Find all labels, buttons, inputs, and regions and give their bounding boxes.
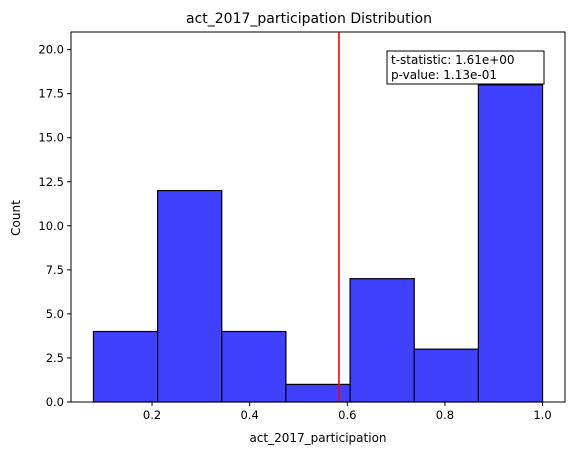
histogram-bar <box>477 84 544 403</box>
y-tick-label: 2.5 <box>46 351 64 365</box>
histogram-bar <box>285 383 351 403</box>
y-tick-label: 17.5 <box>38 87 64 101</box>
annotation-box <box>386 50 545 85</box>
x-tick-label: 1.0 <box>533 408 551 422</box>
y-tick-label: 0.0 <box>46 395 64 409</box>
y-tick-label: 12.5 <box>38 175 64 189</box>
y-axis-label: Count <box>9 200 23 236</box>
annotation-t-statistic: t-statistic: 1.61e+00 <box>391 53 515 67</box>
annotation-p-value: p-value: 1.13e-01 <box>391 68 497 82</box>
histogram-bar <box>157 189 223 403</box>
y-axis-ticks: 0.0 2.5 5.0 7.5 10.0 12.5 15.0 17.5 20.0 <box>38 43 71 409</box>
y-tick-label: 10.0 <box>38 219 64 233</box>
x-tick-label: 0.4 <box>241 408 259 422</box>
x-tick-label: 0.8 <box>436 408 454 422</box>
histogram-bar <box>92 330 159 403</box>
histogram-bar <box>413 348 479 403</box>
chart-title: act_2017_participation Distribution <box>186 11 432 27</box>
x-axis-label: act_2017_participation <box>249 431 386 445</box>
histogram-bar <box>221 330 287 403</box>
y-tick-label: 7.5 <box>46 263 64 277</box>
y-tick-label: 5.0 <box>46 307 64 321</box>
y-tick-label: 20.0 <box>38 43 64 57</box>
x-axis-ticks: 0.2 0.4 0.6 0.8 1.0 <box>143 402 552 422</box>
plot-frame <box>70 31 566 403</box>
x-tick-label: 0.6 <box>338 408 356 422</box>
histogram-bar <box>349 278 415 403</box>
x-tick-label: 0.2 <box>143 408 161 422</box>
bars-group <box>92 84 544 403</box>
y-tick-label: 15.0 <box>38 131 64 145</box>
stats-annotation: t-statistic: 1.61e+00 p-value: 1.13e-01 <box>386 50 545 85</box>
